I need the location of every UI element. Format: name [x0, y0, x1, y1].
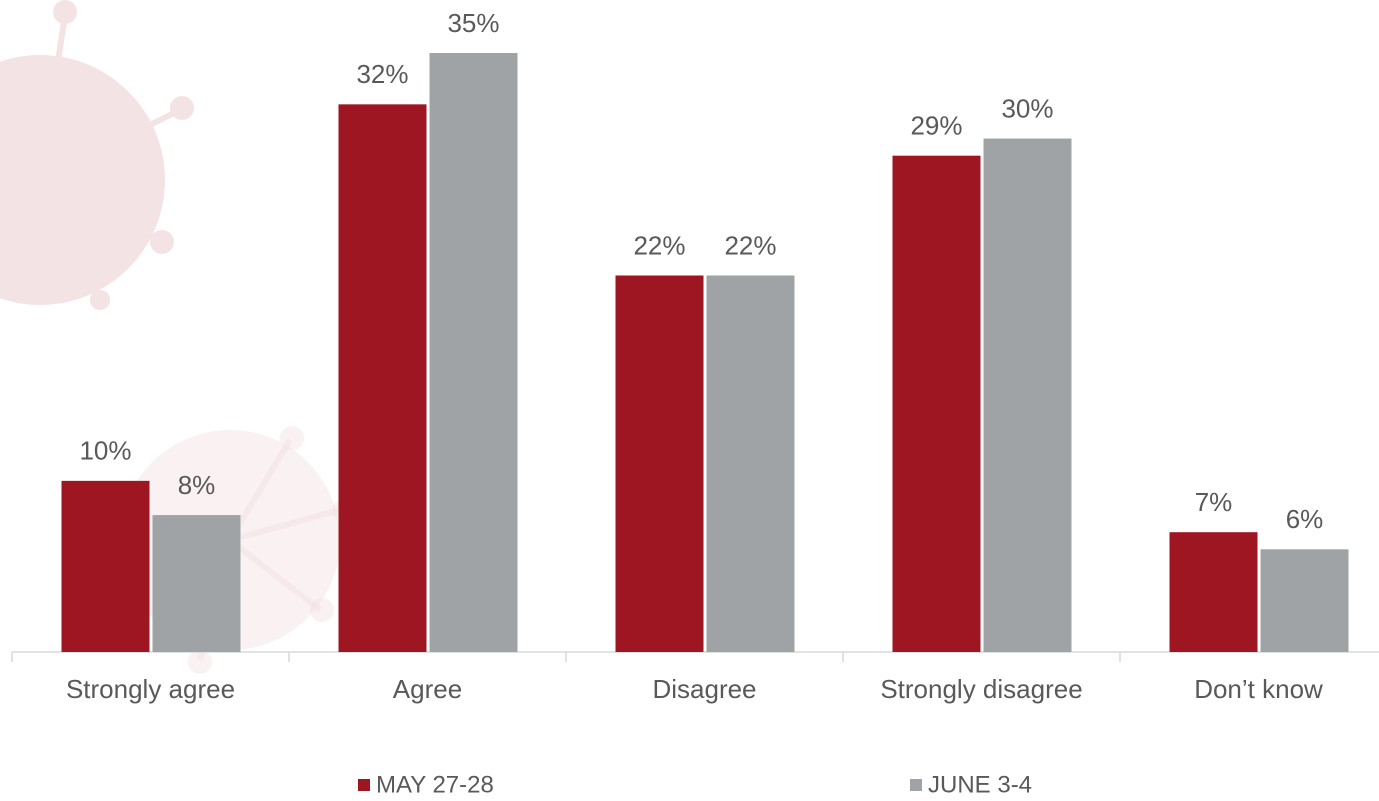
x-tick-label: Disagree [652, 674, 756, 704]
legend-swatch [910, 779, 922, 791]
value-label: 6% [1286, 504, 1324, 534]
bar [152, 515, 241, 652]
bar [1169, 532, 1258, 652]
legend-swatch [358, 779, 370, 791]
value-label: 22% [724, 230, 776, 260]
bar [338, 104, 427, 653]
x-tick-label: Agree [393, 674, 462, 704]
value-label: 22% [633, 230, 685, 260]
x-tick-label: Strongly agree [66, 674, 235, 704]
bar [892, 155, 981, 652]
bar [61, 480, 150, 652]
value-label: 29% [910, 111, 962, 141]
bar [1260, 549, 1349, 652]
legend-label: JUNE 3-4 [928, 771, 1032, 798]
value-label: 10% [79, 436, 131, 466]
legend-label: MAY 27-28 [376, 771, 494, 798]
value-label: 35% [447, 8, 499, 38]
bar [706, 275, 795, 652]
value-label: 8% [178, 470, 216, 500]
bar [429, 53, 518, 652]
value-label: 7% [1195, 487, 1233, 517]
x-tick-label: Strongly disagree [880, 674, 1082, 704]
x-tick-label: Don’t know [1194, 674, 1323, 704]
bar [983, 138, 1072, 653]
bar [615, 275, 704, 652]
value-label: 30% [1001, 93, 1053, 123]
value-label: 32% [356, 59, 408, 89]
